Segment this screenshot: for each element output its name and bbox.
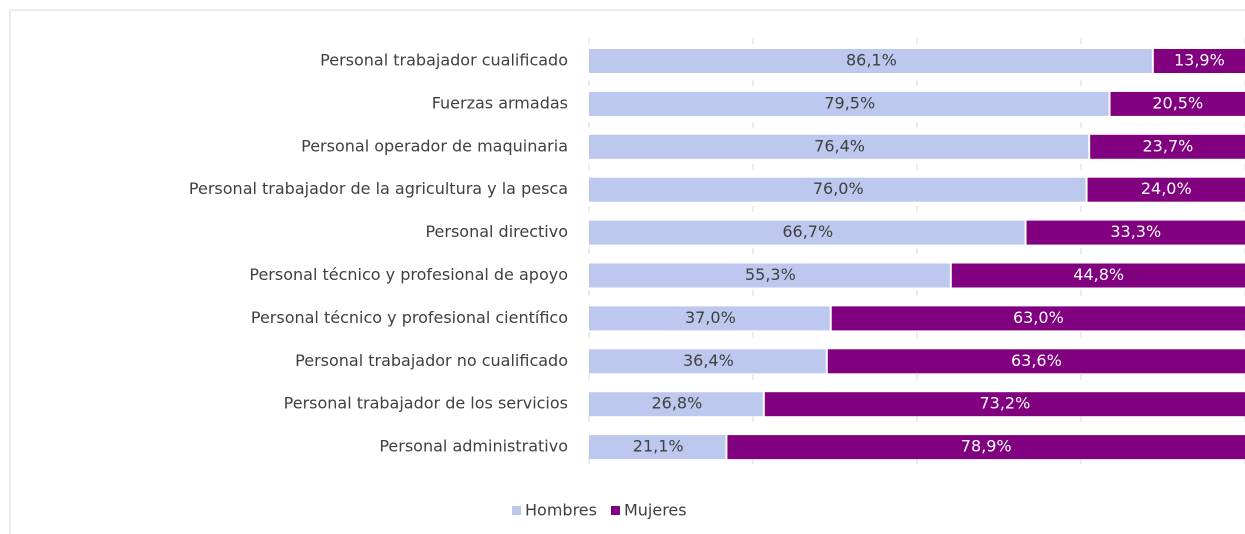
bar-segment — [589, 91, 1109, 116]
category-label: Personal administrativo — [379, 437, 568, 456]
category-label: Fuerzas armadas — [432, 93, 568, 112]
bar-segment — [589, 392, 763, 417]
bar-segment — [1110, 91, 1245, 116]
value-label: 76,4% — [814, 136, 865, 155]
bar-segment — [589, 134, 1089, 159]
legend-swatch — [512, 506, 521, 515]
bar-segment — [1026, 220, 1245, 245]
bar-segment — [831, 306, 1245, 331]
category-label: Personal técnico y profesional científic… — [251, 308, 568, 327]
bar-segment — [1153, 49, 1245, 73]
value-label: 13,9% — [1174, 51, 1225, 70]
bar-segment — [589, 263, 950, 288]
bar-segment — [827, 349, 1245, 374]
value-label: 66,7% — [782, 222, 833, 241]
value-label: 63,6% — [1011, 351, 1062, 370]
value-label: 24,0% — [1141, 179, 1192, 198]
value-label: 44,8% — [1073, 265, 1124, 284]
category-label: Personal trabajador de los servicios — [284, 394, 568, 413]
value-label: 21,1% — [633, 437, 684, 456]
bar-segment — [589, 177, 1086, 202]
category-label: Personal trabajador no cualificado — [295, 351, 568, 370]
value-label: 79,5% — [824, 93, 875, 112]
value-label: 73,2% — [979, 394, 1030, 413]
bar-segment — [589, 349, 826, 374]
value-label: 86,1% — [846, 51, 897, 70]
category-label: Personal operador de maquinaria — [301, 136, 568, 155]
value-label: 37,0% — [685, 308, 736, 327]
legend-label: Hombres — [525, 501, 597, 520]
bar-segment — [589, 49, 1152, 73]
bar-segment — [727, 435, 1245, 460]
category-label: Personal trabajador cualificado — [320, 51, 568, 70]
value-label: 78,9% — [961, 437, 1012, 456]
bar-segment — [589, 220, 1025, 245]
value-label: 26,8% — [651, 394, 702, 413]
value-label: 23,7% — [1143, 136, 1194, 155]
bar-segment — [951, 263, 1245, 288]
category-label: Personal trabajador de la agricultura y … — [189, 179, 568, 198]
value-label: 33,3% — [1110, 222, 1161, 241]
value-label: 63,0% — [1013, 308, 1064, 327]
value-label: 20,5% — [1152, 93, 1203, 112]
value-label: 76,0% — [813, 179, 864, 198]
category-label: Personal directivo — [425, 222, 568, 241]
bar-segment — [1090, 134, 1245, 159]
category-label: Personal técnico y profesional de apoyo — [249, 265, 568, 284]
legend-label: Mujeres — [624, 501, 687, 520]
value-label: 55,3% — [745, 265, 796, 284]
legend-swatch — [610, 506, 620, 515]
bar-segment — [589, 306, 830, 331]
bar-segment — [589, 435, 726, 460]
bar-segment — [764, 392, 1245, 417]
bar-segment — [1087, 177, 1245, 202]
value-label: 36,4% — [683, 351, 734, 370]
